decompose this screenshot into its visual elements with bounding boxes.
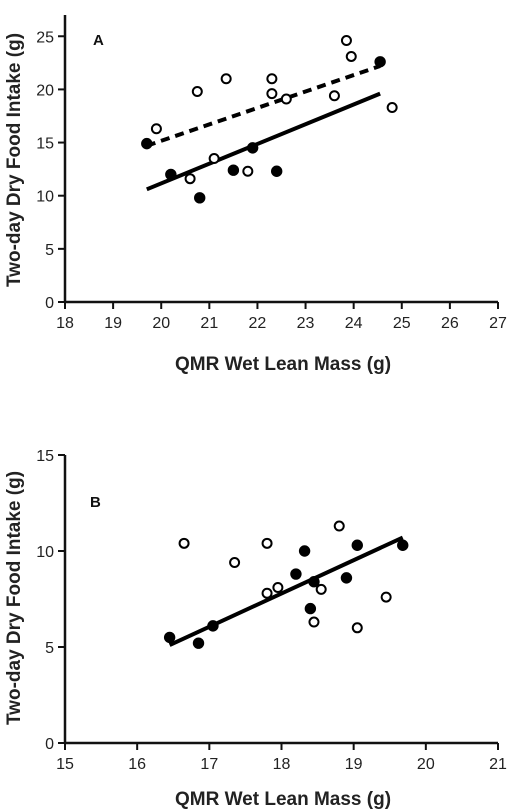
panel-b-filled-point xyxy=(397,539,409,551)
panel-a-letter: A xyxy=(93,32,104,49)
panel-b-open-point xyxy=(261,587,273,599)
panel-a-x-tick-label: 20 xyxy=(152,315,170,332)
panel-a-filled-point xyxy=(246,142,259,154)
panel-b-x-tick-label: 16 xyxy=(128,756,146,773)
panel-a-y-tick-label: 20 xyxy=(36,82,54,99)
panel-b-chart: B QMR Wet Lean Mass (g) Two-day Dry Food… xyxy=(4,448,507,810)
panel-a-filled-point xyxy=(141,137,153,150)
panel-a-x-tick-label: 18 xyxy=(56,315,74,332)
panel-b-open-point xyxy=(380,591,392,603)
panel-a-x-tick-label: 19 xyxy=(104,315,122,332)
panel-a-y-tick-label: 25 xyxy=(36,29,54,46)
panel-b-filled-point xyxy=(298,545,311,557)
panel-b-open-point xyxy=(229,557,241,569)
panel-b-filled-point xyxy=(308,576,320,588)
panel-b-open-point xyxy=(333,520,345,532)
panel-b-fit-line-solid xyxy=(168,535,404,647)
panel-b-filled-point xyxy=(163,631,176,644)
panel-b-filled-point xyxy=(207,620,219,632)
panel-a-x-tick-label: 23 xyxy=(297,315,315,332)
panel-b-filled-point xyxy=(290,568,302,580)
panel-a-open-point xyxy=(328,90,340,102)
panel-a-y-tick-label: 0 xyxy=(45,295,54,312)
panel-b-x-tick-label: 18 xyxy=(273,756,291,773)
panel-a-fit-line-solid xyxy=(146,91,381,192)
panel-a-open-point xyxy=(266,88,278,100)
panel-b-open-point xyxy=(308,616,320,628)
panel-a-x-axis-label: QMR Wet Lean Mass (g) xyxy=(175,354,391,375)
panel-b-x-tick-label: 21 xyxy=(489,756,507,773)
panel-a-x-tick-label: 27 xyxy=(489,315,507,332)
panel-a-filled-point xyxy=(374,56,386,68)
panel-b-open-point xyxy=(261,537,273,549)
panel-a-open-point xyxy=(340,35,352,47)
panel-b-filled-point xyxy=(351,539,363,551)
panel-b-x-axis-label: QMR Wet Lean Mass (g) xyxy=(175,789,391,810)
panel-a-x-tick-label: 25 xyxy=(393,315,411,332)
panel-a-y-tick-label: 5 xyxy=(45,242,54,259)
panel-a-open-point xyxy=(242,165,254,177)
panel-a-open-point xyxy=(184,173,196,185)
panel-a-chart: A QMR Wet Lean Mass (g) Two-day Dry Food… xyxy=(4,15,507,375)
panel-b-y-tick-label: 5 xyxy=(45,640,54,657)
panel-b-y-tick-label: 15 xyxy=(36,448,54,465)
panel-b-x-tick-label: 19 xyxy=(345,756,363,773)
panel-a-x-tick-label: 22 xyxy=(249,315,267,332)
panel-a-y-tick-label: 15 xyxy=(36,136,54,153)
panel-a-open-point xyxy=(280,93,292,105)
panel-a-open-point xyxy=(150,123,162,135)
panel-b-y-axis-label: Two-day Dry Food Intake (g) xyxy=(4,471,25,725)
panel-b-y-tick-label: 10 xyxy=(36,544,54,561)
panel-a-filled-point xyxy=(227,164,240,176)
panel-a-open-point xyxy=(266,73,278,85)
panel-b-open-point xyxy=(315,583,327,595)
panel-b-open-point xyxy=(351,622,363,634)
panel-b-x-tick-label: 20 xyxy=(417,756,435,773)
panel-b-filled-point xyxy=(340,572,353,584)
panel-a-open-point xyxy=(208,153,220,164)
panel-a-open-point xyxy=(386,101,398,113)
panel-a-open-point xyxy=(191,86,203,98)
panel-b-y-tick-label: 0 xyxy=(45,736,54,753)
panel-a-y-axis-label: Two-day Dry Food Intake (g) xyxy=(4,33,25,287)
panel-a-x-tick-label: 26 xyxy=(441,315,459,332)
panel-a-x-tick-label: 24 xyxy=(345,315,363,332)
panel-a-y-tick-label: 10 xyxy=(36,189,54,206)
panel-b-filled-point xyxy=(192,637,205,649)
panel-a-x-tick-label: 21 xyxy=(200,315,218,332)
panel-a-fit-line-dashed xyxy=(146,64,381,148)
panel-a-filled-point xyxy=(165,168,177,181)
panel-a-open-point xyxy=(220,73,232,85)
panel-b-open-point xyxy=(272,581,284,593)
panel-a-open-point xyxy=(345,50,357,62)
panel-b-open-point xyxy=(178,537,190,549)
panel-a-filled-point xyxy=(194,192,206,204)
panel-b-x-tick-label: 17 xyxy=(200,756,218,773)
panel-a-filled-point xyxy=(270,165,283,177)
panel-b-x-tick-label: 15 xyxy=(56,756,74,773)
panel-b-letter: B xyxy=(90,494,101,511)
panel-b-filled-point xyxy=(304,602,317,615)
